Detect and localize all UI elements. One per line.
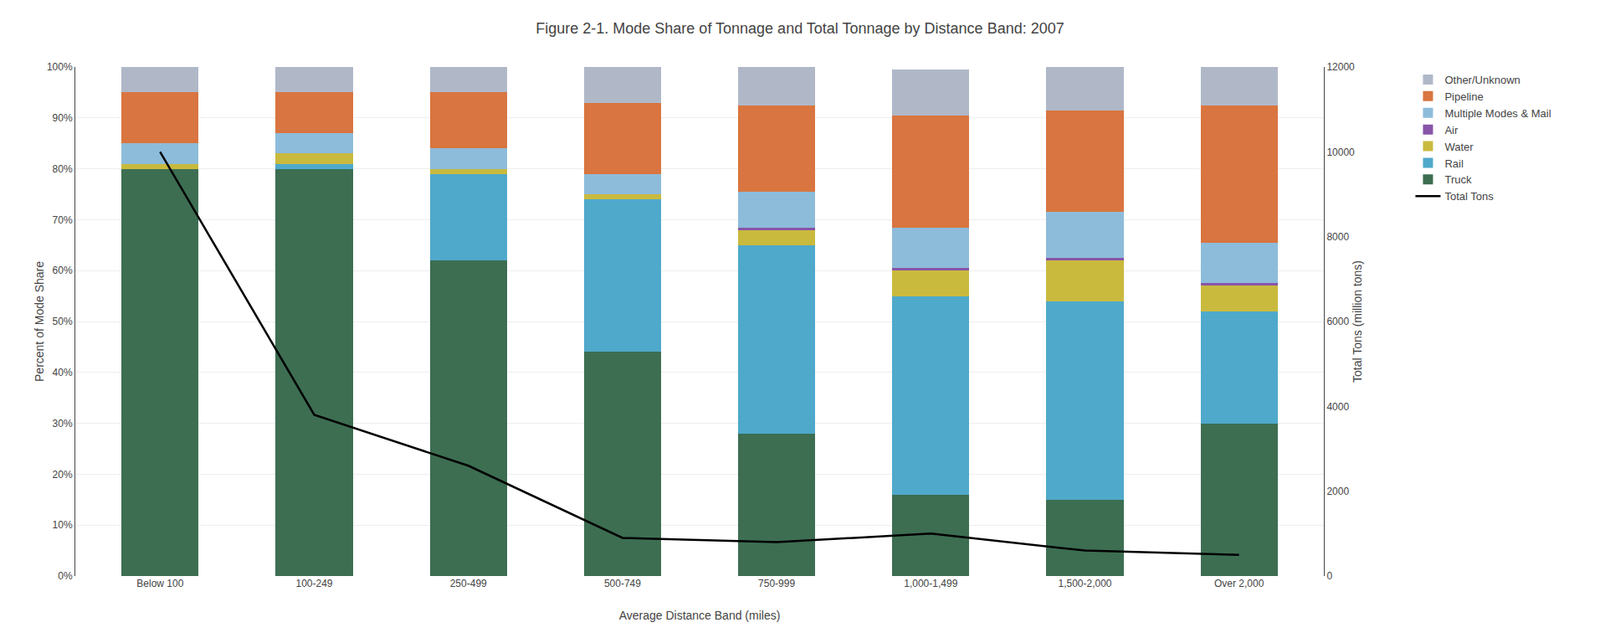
svg-text:1,000-1,499: 1,000-1,499 (903, 577, 958, 590)
svg-text:Figure 2-1. Mode Share of Tonn: Figure 2-1. Mode Share of Tonnage and To… (535, 20, 1064, 37)
svg-text:50%: 50% (52, 315, 73, 328)
svg-text:10000: 10000 (1326, 146, 1355, 159)
svg-text:Pipeline: Pipeline (1444, 90, 1483, 103)
svg-text:Multiple Modes & Mail: Multiple Modes & Mail (1444, 107, 1551, 120)
svg-text:Truck: Truck (1444, 173, 1472, 186)
svg-text:250-499: 250-499 (450, 577, 488, 590)
svg-text:Below 100: Below 100 (136, 577, 184, 590)
svg-text:100%: 100% (46, 61, 73, 73)
svg-text:500-749: 500-749 (604, 577, 642, 590)
svg-text:6000: 6000 (1326, 315, 1349, 328)
svg-text:750-999: 750-999 (758, 577, 795, 590)
svg-text:Other/Unknown: Other/Unknown (1444, 73, 1520, 87)
svg-text:40%: 40% (52, 366, 73, 379)
svg-text:90%: 90% (52, 112, 73, 124)
svg-text:10%: 10% (52, 518, 73, 531)
svg-text:8000: 8000 (1326, 230, 1349, 243)
svg-text:Total Tons: Total Tons (1444, 189, 1494, 203)
svg-text:4000: 4000 (1326, 400, 1349, 413)
svg-text:Air: Air (1444, 123, 1459, 137)
svg-text:Average Distance Band (miles): Average Distance Band (miles) (619, 608, 781, 622)
svg-text:Rail: Rail (1444, 157, 1464, 170)
svg-text:Water: Water (1444, 140, 1474, 154)
svg-text:60%: 60% (52, 264, 73, 277)
svg-text:12000: 12000 (1326, 61, 1355, 73)
svg-text:0: 0 (1326, 569, 1333, 582)
svg-text:Percent of Mode Share: Percent of Mode Share (32, 261, 47, 382)
svg-text:1,500-2,000: 1,500-2,000 (1057, 577, 1112, 590)
svg-text:Over 2,000: Over 2,000 (1214, 577, 1265, 590)
svg-text:2000: 2000 (1326, 485, 1349, 498)
svg-text:80%: 80% (52, 163, 73, 175)
svg-text:70%: 70% (52, 214, 73, 226)
svg-text:0%: 0% (57, 569, 73, 582)
svg-text:Total Tons (million tons): Total Tons (million tons) (1350, 260, 1365, 383)
svg-text:20%: 20% (52, 468, 73, 481)
svg-text:100-249: 100-249 (295, 577, 333, 590)
svg-text:30%: 30% (52, 417, 73, 430)
